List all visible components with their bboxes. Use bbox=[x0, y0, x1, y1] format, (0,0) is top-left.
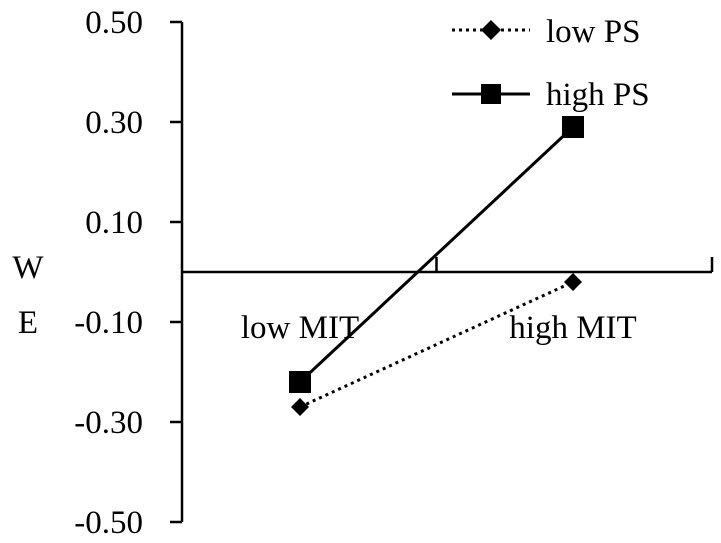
data-point-high-ps bbox=[289, 371, 311, 393]
legend-marker-high-ps bbox=[481, 84, 501, 104]
y-tick-label: 0.50 bbox=[85, 5, 143, 41]
y-tick-label: -0.50 bbox=[74, 505, 143, 541]
legend: low PS high PS bbox=[452, 14, 650, 113]
y-tick-label: -0.30 bbox=[74, 405, 143, 441]
series bbox=[289, 116, 584, 416]
y-tick-label: 0.30 bbox=[85, 105, 143, 141]
series-line-high-ps bbox=[298, 125, 575, 384]
data-point-low-ps bbox=[291, 398, 309, 416]
y-axis-title: W E bbox=[12, 250, 44, 341]
x-axis bbox=[182, 257, 714, 274]
series-line-low-ps bbox=[299, 280, 574, 409]
category-label-low-mit: low MIT bbox=[241, 310, 359, 346]
legend-label-low-ps: low PS bbox=[546, 14, 640, 50]
y-axis: 0.50 0.30 0.10 -0.10 -0.30 -0.50 bbox=[74, 5, 184, 541]
data-point-high-ps bbox=[562, 116, 584, 138]
legend-label-high-ps: high PS bbox=[546, 77, 650, 113]
y-tick-label: 0.10 bbox=[85, 205, 143, 241]
legend-marker-low-ps bbox=[481, 20, 501, 40]
y-tick-label: -0.10 bbox=[74, 305, 143, 341]
category-label-high-mit: high MIT bbox=[509, 310, 636, 346]
y-axis-title-line-1: W bbox=[12, 250, 44, 286]
category-labels: low MIT high MIT bbox=[241, 310, 637, 346]
y-axis-title-line-2: E bbox=[18, 305, 38, 341]
data-point-low-ps bbox=[564, 273, 582, 291]
